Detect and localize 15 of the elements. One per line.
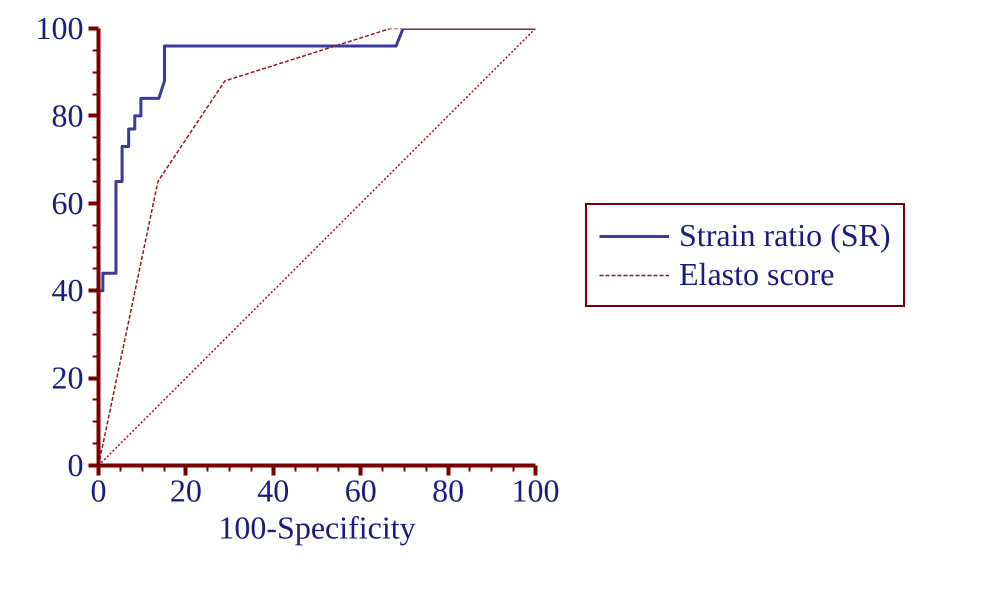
- x-tick-label: 60: [344, 472, 377, 508]
- x-tick-label: 100: [512, 472, 560, 508]
- x-tick-label: 20: [170, 472, 202, 508]
- y-tick-label: 0: [68, 447, 84, 483]
- x-tick-label: 0: [90, 472, 106, 508]
- x-tick-label: 80: [432, 472, 464, 508]
- y-tick-label: 40: [52, 272, 84, 308]
- y-tick-label: 20: [52, 360, 84, 396]
- y-tick-label: 80: [52, 97, 84, 134]
- legend-label: Elasto score: [679, 256, 834, 293]
- x-axis-title: 100-Specificity: [218, 510, 416, 546]
- legend-label: Strain ratio (SR): [679, 217, 891, 254]
- x-tick-label: 40: [257, 472, 290, 508]
- y-tick-label: 60: [52, 184, 84, 221]
- y-tick-label: 100: [36, 10, 84, 46]
